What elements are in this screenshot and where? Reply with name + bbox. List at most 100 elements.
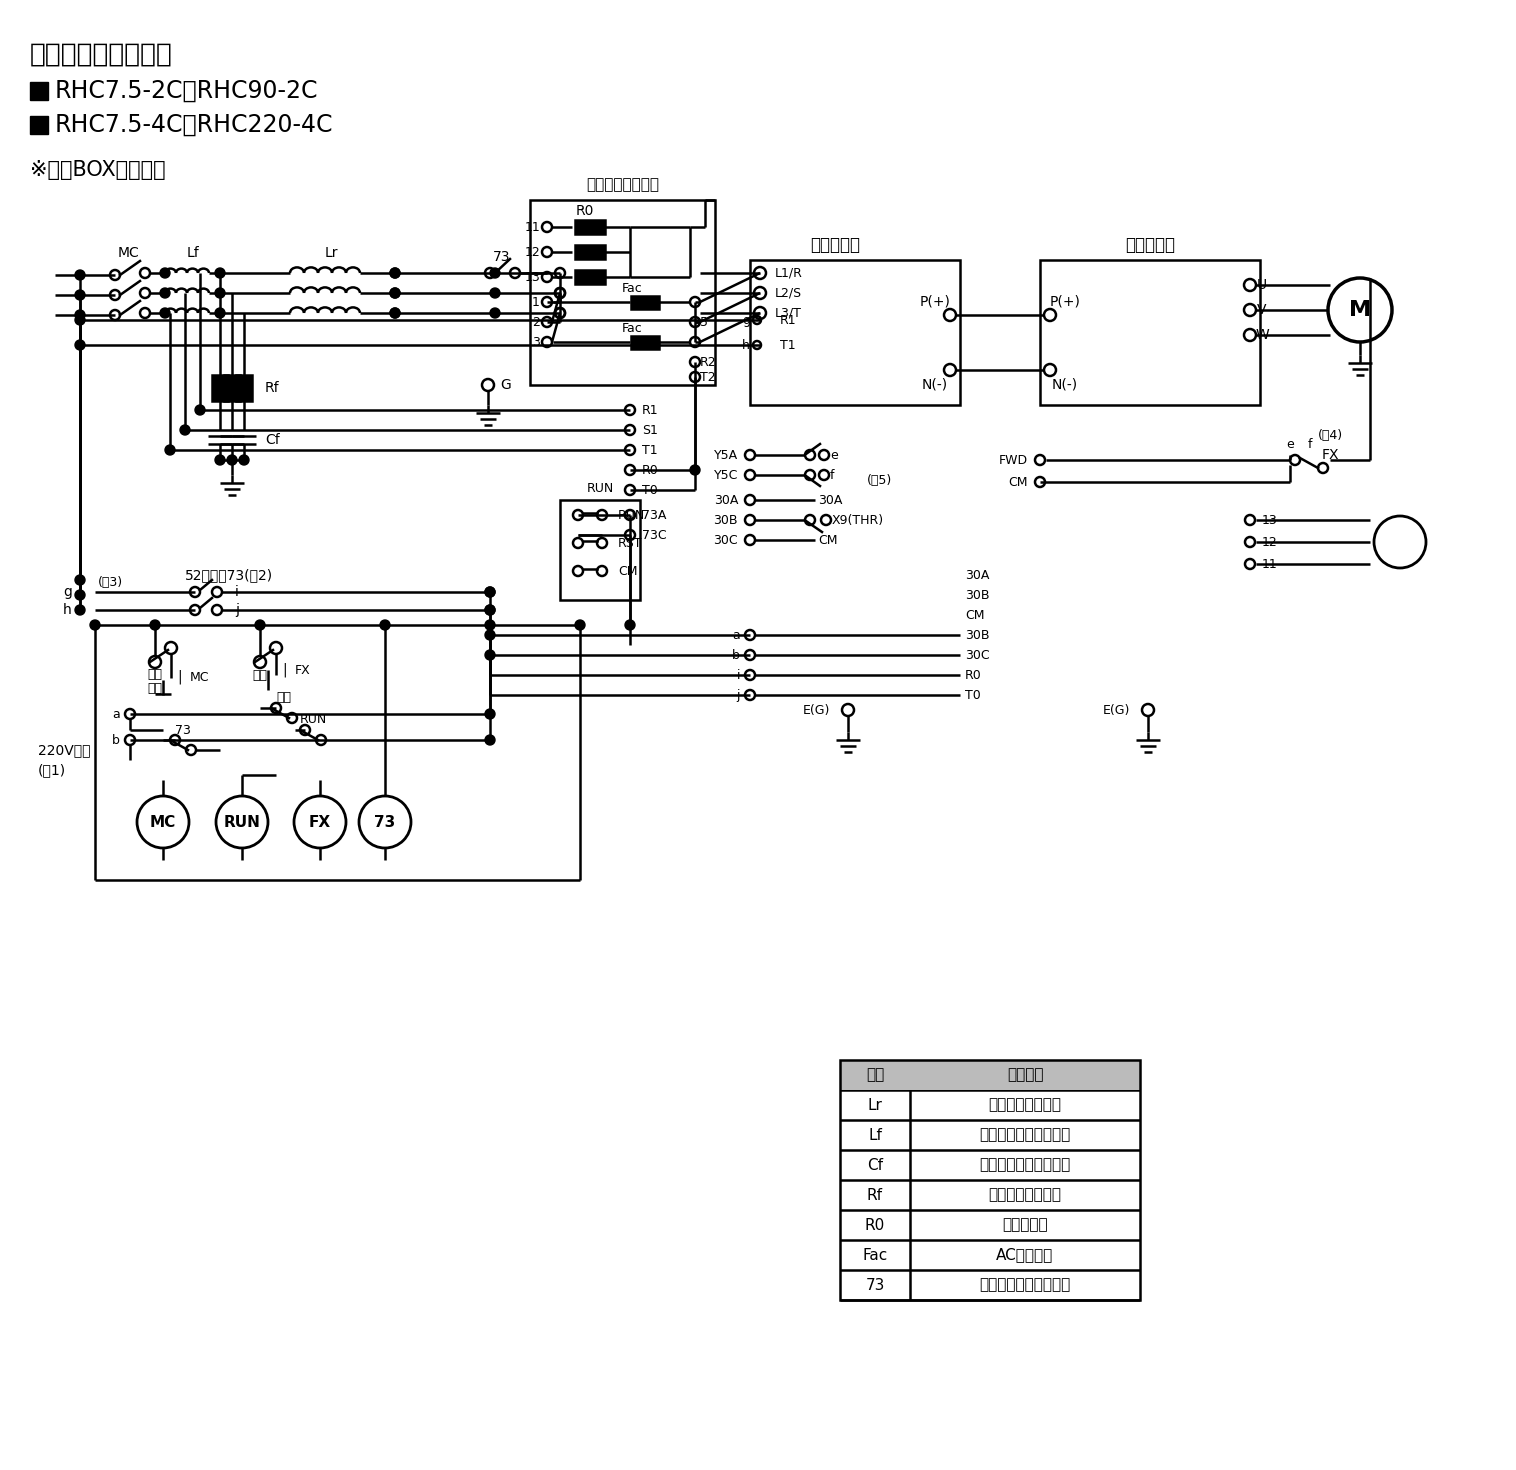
Text: a: a: [732, 629, 740, 641]
Circle shape: [490, 288, 500, 298]
Text: L3/T: L3/T: [775, 307, 802, 319]
Text: g: g: [741, 313, 750, 326]
Text: 運転: 運転: [253, 669, 267, 682]
Circle shape: [74, 589, 85, 600]
Text: FX: FX: [309, 814, 330, 829]
Text: インバータ: インバータ: [1125, 237, 1175, 254]
Circle shape: [215, 456, 224, 465]
Text: 部品名称: 部品名称: [1007, 1067, 1043, 1082]
Text: |: |: [177, 670, 182, 684]
Text: R2: R2: [700, 356, 717, 369]
Text: h: h: [743, 338, 750, 351]
Circle shape: [150, 620, 161, 631]
Bar: [30, 116, 49, 134]
Text: 充電回路ボックス: 充電回路ボックス: [587, 178, 659, 193]
Circle shape: [161, 268, 170, 278]
Text: 30A: 30A: [966, 569, 990, 582]
Circle shape: [485, 631, 496, 639]
Circle shape: [74, 340, 85, 350]
Text: 12: 12: [525, 245, 540, 259]
Text: j: j: [235, 603, 240, 617]
Bar: [30, 82, 49, 100]
Text: P(+): P(+): [920, 294, 951, 309]
Text: 30A: 30A: [819, 494, 843, 507]
Circle shape: [390, 288, 400, 298]
Text: |: |: [282, 663, 288, 678]
Text: 1: 1: [532, 295, 540, 309]
Text: T0: T0: [966, 688, 981, 701]
Circle shape: [390, 309, 400, 318]
Circle shape: [74, 315, 85, 325]
Text: (注5): (注5): [867, 473, 893, 487]
Circle shape: [89, 620, 100, 631]
Text: ＜ユニットタイプ＞: ＜ユニットタイプ＞: [30, 43, 173, 68]
Text: G: G: [500, 378, 511, 392]
Text: j: j: [737, 688, 740, 701]
Text: Fac: Fac: [863, 1248, 888, 1263]
Text: MC: MC: [118, 245, 139, 260]
Text: Rf: Rf: [867, 1188, 882, 1202]
Text: R0: R0: [864, 1217, 885, 1232]
Text: 13: 13: [525, 270, 540, 284]
Text: Rf: Rf: [265, 381, 279, 395]
Circle shape: [485, 650, 496, 660]
Text: R0: R0: [576, 204, 594, 218]
Text: Cf: Cf: [265, 434, 280, 447]
Text: 73: 73: [174, 723, 191, 736]
Circle shape: [165, 445, 174, 456]
Text: g: g: [64, 585, 71, 598]
Text: 2: 2: [532, 316, 540, 328]
Text: 11: 11: [525, 220, 540, 234]
Text: 6: 6: [647, 335, 656, 348]
Circle shape: [74, 606, 85, 614]
Circle shape: [180, 425, 190, 435]
Text: 準備: 準備: [147, 682, 162, 694]
Text: 13: 13: [1261, 513, 1278, 526]
Text: R1: R1: [781, 313, 796, 326]
Text: RUN: RUN: [587, 482, 614, 494]
Text: 充電回路用電磁接触器: 充電回路用電磁接触器: [979, 1277, 1070, 1292]
Text: b: b: [732, 648, 740, 662]
Text: フィルタ用リアクトル: フィルタ用リアクトル: [979, 1127, 1070, 1142]
Text: RST: RST: [619, 537, 643, 550]
Bar: [631, 295, 659, 309]
Bar: [631, 335, 659, 348]
Text: T0: T0: [641, 484, 658, 497]
Text: 30C: 30C: [714, 534, 738, 547]
Circle shape: [390, 268, 400, 278]
Circle shape: [215, 309, 224, 318]
Text: L1/R: L1/R: [775, 266, 803, 279]
Text: CM: CM: [966, 609, 984, 622]
Circle shape: [485, 606, 496, 614]
Text: f: f: [1308, 438, 1313, 450]
Text: b: b: [112, 734, 120, 747]
Text: N(-): N(-): [922, 376, 948, 391]
Text: Cf: Cf: [867, 1157, 882, 1173]
Text: 73: 73: [374, 814, 396, 829]
Text: M: M: [1349, 300, 1370, 320]
Text: ACヒューズ: ACヒューズ: [996, 1248, 1054, 1263]
Circle shape: [161, 309, 170, 318]
Text: N(-): N(-): [1052, 376, 1078, 391]
Circle shape: [240, 456, 249, 465]
Circle shape: [490, 309, 500, 318]
Text: RUN: RUN: [619, 509, 646, 522]
Text: W: W: [1255, 328, 1269, 343]
Text: V: V: [1257, 303, 1267, 318]
Text: 30C: 30C: [966, 648, 990, 662]
Text: (注1): (注1): [38, 763, 67, 778]
Text: CM: CM: [1008, 475, 1028, 488]
Circle shape: [625, 620, 635, 631]
Text: 73: 73: [866, 1277, 885, 1292]
Circle shape: [215, 268, 224, 278]
Circle shape: [74, 575, 85, 585]
Bar: [559, 500, 640, 600]
Text: Fac: Fac: [622, 281, 643, 294]
Text: CM: CM: [819, 534, 837, 547]
Circle shape: [690, 465, 700, 475]
Text: 30A: 30A: [714, 494, 738, 507]
Text: 30B: 30B: [966, 588, 990, 601]
Circle shape: [575, 620, 585, 631]
Text: FWD: FWD: [999, 454, 1028, 466]
Text: (注3): (注3): [97, 575, 123, 588]
